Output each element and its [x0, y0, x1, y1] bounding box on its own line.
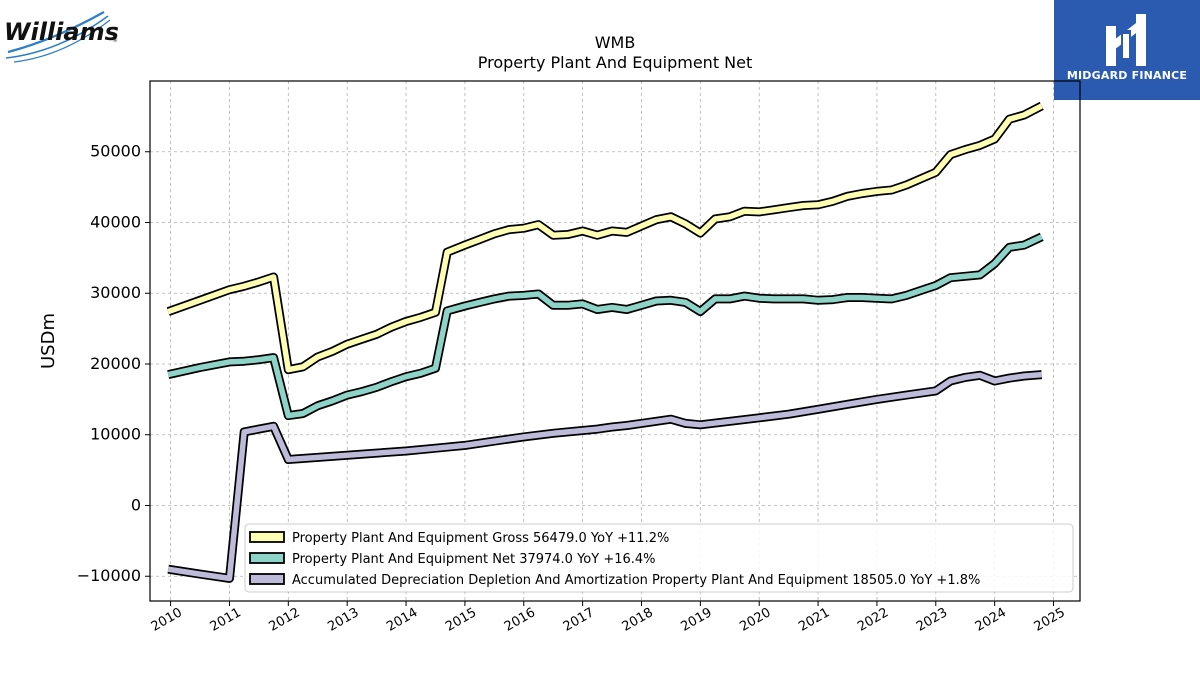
svg-text:Williams: Williams — [4, 18, 119, 46]
x-tick-label: 2023 — [914, 605, 950, 635]
x-tick-label: 2022 — [855, 605, 891, 635]
legend-entry: Property Plant And Equipment Gross 56479… — [292, 531, 669, 546]
x-tick-label: 2025 — [1032, 605, 1068, 635]
y-axis-ticks: −10000 0 10000 20000 30000 40000 50000 — [77, 142, 150, 585]
series-lines — [166, 101, 1044, 583]
y-tick-label: 0 — [131, 495, 141, 514]
chart-title: WMB — [595, 33, 636, 52]
legend-swatch — [249, 573, 285, 585]
midgard-logo-text: MIDGARD FINANCE — [1066, 69, 1188, 82]
legend-entry: Accumulated Depreciation Depletion And A… — [292, 573, 980, 588]
williams-logo-mark: Williams ® — [4, 11, 119, 63]
x-tick-label: 2011 — [208, 605, 244, 635]
x-axis-ticks: 2010 2011 2012 2013 2014 2015 2016 2017 2018 2019… — [149, 601, 1068, 635]
midgard-logo-mark — [1106, 14, 1146, 66]
x-tick-label: 2017 — [561, 605, 597, 635]
x-tick-label: 2015 — [443, 605, 479, 635]
legend-swatch — [249, 552, 285, 564]
x-tick-label: 2019 — [679, 605, 715, 635]
y-tick-label: 50000 — [90, 142, 141, 161]
series-line — [167, 234, 1043, 419]
williams-logo: Williams ® — [4, 4, 122, 64]
series-line — [167, 103, 1043, 373]
legend-swatch — [249, 531, 285, 543]
legend-box — [244, 523, 1074, 593]
x-tick-label: 2021 — [796, 605, 832, 635]
series-line — [167, 371, 1042, 582]
x-tick-label: 2018 — [620, 605, 656, 635]
y-tick-label: 10000 — [90, 425, 141, 444]
x-tick-label: 2014 — [384, 605, 420, 635]
y-tick-label: 30000 — [90, 283, 141, 302]
y-tick-label: 20000 — [90, 354, 141, 373]
midgard-finance-logo: MIDGARD FINANCE — [1054, 0, 1200, 100]
series-line-outline — [167, 232, 1044, 421]
legend: Property Plant And Equipment Gross 56479… — [244, 523, 1074, 593]
x-tick-label: 2013 — [325, 605, 361, 635]
plot-frame — [149, 80, 1081, 602]
series-line-outline — [166, 101, 1044, 375]
x-tick-label: 2020 — [737, 605, 773, 635]
grid-lines — [150, 81, 1080, 601]
x-tick-label: 2024 — [973, 605, 1009, 635]
svg-text:®: ® — [112, 37, 118, 44]
y-tick-label: −10000 — [77, 566, 141, 585]
y-tick-label: 40000 — [90, 212, 141, 231]
y-axis-label: USDm — [38, 313, 59, 369]
x-tick-label: 2012 — [266, 605, 302, 635]
chart-subtitle: Property Plant And Equipment Net — [478, 53, 753, 72]
x-tick-label: 2016 — [502, 605, 538, 635]
legend-entry: Property Plant And Equipment Net 37974.0… — [292, 552, 656, 567]
x-tick-label: 2010 — [149, 605, 185, 635]
